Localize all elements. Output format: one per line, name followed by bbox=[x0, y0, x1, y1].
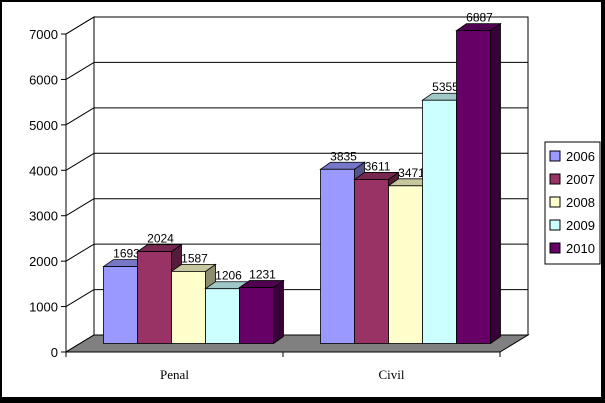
y-tick-label: 7000 bbox=[29, 27, 58, 42]
y-tick-label: 5000 bbox=[29, 118, 58, 133]
legend-label: 2008 bbox=[566, 195, 595, 210]
data-label: 1206 bbox=[215, 269, 242, 283]
y-tick-label: 3000 bbox=[29, 209, 58, 224]
y-tick-label: 2000 bbox=[29, 254, 58, 269]
bar-front bbox=[239, 287, 274, 344]
bar-2010-penal bbox=[238, 279, 285, 345]
bar-front bbox=[171, 271, 206, 344]
gridline-depth bbox=[65, 62, 95, 80]
gridline-depth bbox=[65, 289, 95, 307]
legend-swatch bbox=[549, 150, 561, 162]
y-tick-label: 6000 bbox=[29, 72, 58, 87]
y-tick-label: 0 bbox=[51, 345, 58, 360]
bar-side bbox=[490, 22, 501, 345]
bar-side bbox=[273, 279, 284, 345]
y-tick-label: 1000 bbox=[29, 300, 58, 315]
chart-frame: 0 1000 2000 3000 4000 5000 6000 7000 Penal Civil 1… bbox=[2, 2, 601, 397]
data-label: 1587 bbox=[181, 251, 208, 265]
y-tick-label: 4000 bbox=[29, 163, 58, 178]
data-label: 2024 bbox=[147, 232, 174, 246]
gridline-depth bbox=[65, 152, 95, 171]
data-label: 3471 bbox=[398, 166, 425, 180]
bar-front bbox=[388, 185, 423, 344]
bar-2009-penal bbox=[204, 280, 251, 345]
x-tick-label: Civil bbox=[378, 367, 404, 382]
gridline-depth bbox=[65, 107, 95, 126]
bar-front bbox=[354, 179, 389, 344]
gridline-depth bbox=[65, 198, 95, 217]
bar-2010-civil bbox=[455, 22, 502, 345]
bar-front bbox=[205, 288, 240, 344]
data-label: 5355 bbox=[432, 80, 459, 94]
gridline-depth bbox=[65, 243, 95, 262]
legend-swatch bbox=[549, 173, 561, 185]
bar-front bbox=[422, 99, 457, 344]
legend-swatch bbox=[549, 242, 561, 254]
data-label: 1231 bbox=[249, 268, 276, 282]
bar-front bbox=[137, 251, 172, 344]
side-wall bbox=[65, 16, 95, 353]
data-label: 3611 bbox=[365, 159, 391, 173]
legend-label: 2006 bbox=[566, 149, 595, 164]
legend-swatch bbox=[549, 219, 561, 231]
legend-label: 2007 bbox=[566, 172, 595, 187]
legend-label: 2010 bbox=[566, 241, 595, 256]
legend-swatch bbox=[549, 196, 561, 208]
bar-front bbox=[103, 266, 138, 344]
data-label: 6887 bbox=[466, 11, 493, 25]
x-tick-label: Penal bbox=[160, 367, 189, 382]
bar-front bbox=[320, 168, 355, 344]
data-label: 1693 bbox=[113, 247, 140, 261]
data-label: 3835 bbox=[330, 149, 357, 163]
bar-front bbox=[456, 30, 491, 344]
legend-label: 2009 bbox=[566, 218, 595, 233]
gridline-depth bbox=[65, 16, 95, 35]
